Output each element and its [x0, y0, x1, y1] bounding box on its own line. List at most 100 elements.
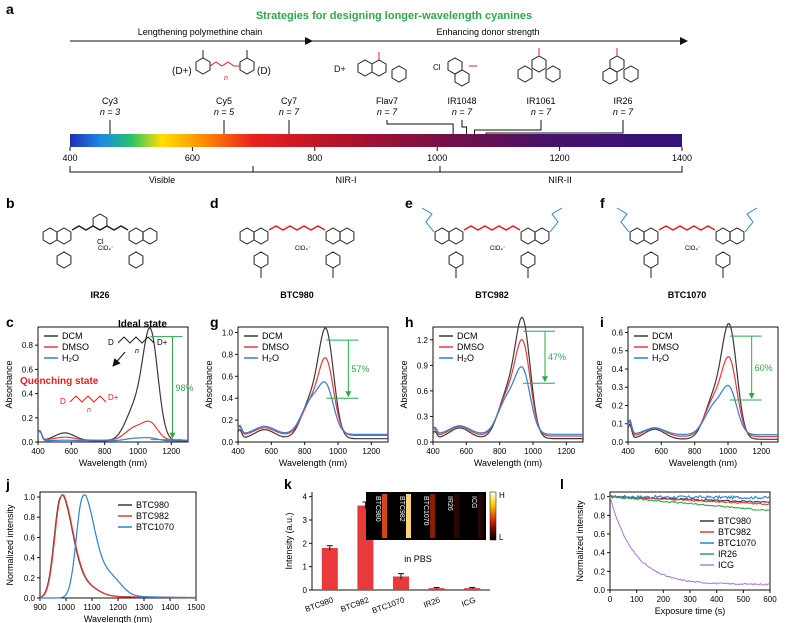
ring-left-b-btc982: [448, 227, 464, 245]
xtick-label-h-600: 600: [460, 447, 474, 456]
ytick-label-l-0-6: 0.6: [594, 530, 606, 539]
ytick-label-i-0-6: 0.6: [612, 328, 624, 337]
category-label-icg: ICG: [460, 595, 476, 608]
dye-name-cy7: Cy7: [281, 96, 297, 106]
series-c-dmso: [37, 420, 188, 441]
xtick-label-h-800: 800: [493, 447, 507, 456]
ytick-label-i-0-1: 0.1: [612, 420, 624, 429]
spectrum-tick-label-1200: 1200: [550, 153, 570, 163]
ring-left-a-btc980: [239, 227, 255, 245]
ring-right-a-btc980: [325, 227, 341, 245]
series-c-h2o: [37, 430, 188, 442]
xtick-label-l-0: 0: [608, 595, 613, 604]
ytick-label-g-0-4: 0.4: [222, 394, 234, 403]
ring-right-b-ir26: [142, 227, 158, 245]
ytick-label-h-0-0: 0.0: [417, 438, 429, 447]
panel-l-photostability-chart: 0.0 0.2 0.4 0.6 0.8 1.0 0 100 200 300 400 500 600 Exp…: [575, 491, 777, 616]
structure-name-btc982: BTC982: [475, 290, 509, 300]
ytick-label-c-0-8: 0.8: [22, 341, 34, 350]
ytick-label-l-0-4: 0.4: [594, 549, 606, 558]
ring-left-aryl-ir26: [56, 251, 72, 269]
ring-right-b-btc982: [534, 227, 550, 245]
ring-right-a-ir26: [128, 227, 144, 245]
ring-left-a-ir26: [42, 227, 58, 245]
series-g-dmso: [237, 357, 388, 436]
panel-letter-l: l: [560, 476, 564, 492]
panel-letter-b: b: [6, 195, 15, 211]
xtick-label-c-1000: 1000: [129, 447, 147, 456]
series-j-btc980: [39, 494, 196, 599]
xtick-label-c-1200: 1200: [162, 447, 180, 456]
ideal-state-chain: [117, 336, 155, 344]
legend-label-l-btc982: BTC982: [718, 527, 751, 537]
xtick-label-l-500: 500: [737, 595, 751, 604]
ring-left-aryl-btc980: [253, 251, 269, 269]
xtick-label-j-1400: 1400: [161, 603, 179, 612]
series-l-icg: [609, 496, 771, 586]
in-pbs-label: in PBS: [404, 554, 432, 564]
absorbance-panel-h: 0.0 0.3 0.6 0.9 1.2 400 600 800 1000 1200 Waveleng…: [399, 316, 584, 468]
quench-n-label: n: [87, 407, 91, 414]
spectrum-tick-label-800: 800: [307, 153, 322, 163]
dye-leader-ir1048: [461, 120, 468, 134]
structure-cl-ir26: Cl: [97, 239, 104, 246]
counterion-btc980: ClO₄⁻: [295, 246, 311, 252]
xtick-label-l-400: 400: [710, 595, 724, 604]
ytick-label-h-1-2: 1.2: [417, 336, 429, 345]
dye-n-ir1048: n = 7: [452, 107, 473, 117]
counterion-btc1070: ClO₄⁻: [685, 246, 701, 252]
ir26-structure: [602, 48, 639, 85]
ylabel-h: Absorbance: [399, 360, 409, 408]
strip-label-btc980: BTC980: [374, 496, 381, 522]
ytick-label-j-0-4: 0.4: [24, 554, 36, 563]
ytick-label-j-1-0: 1.0: [24, 493, 36, 502]
ring-left-aryl-btc1070: [643, 251, 659, 269]
legend-label-l-icg: ICG: [718, 560, 734, 570]
xtick-label-l-100: 100: [630, 595, 644, 604]
category-label-btc1070: BTC1070: [371, 595, 406, 615]
drop-label-h: 47%: [548, 352, 566, 362]
amino-right-btc1070: [744, 207, 758, 233]
series-j-btc1070: [40, 494, 196, 599]
xtick-label-g-600: 600: [265, 447, 279, 456]
counterion-ir26: ClO₄⁻: [98, 246, 114, 252]
plot-frame-h: [432, 326, 584, 443]
dye-leader-ir26: [485, 120, 624, 134]
legend-label-c-dmso: DMSO: [62, 342, 89, 352]
xtick-label-j-1100: 1100: [83, 603, 101, 612]
ylabel-j: Normalized intensity: [5, 504, 15, 586]
legend-label-g-h2o: H₂O: [262, 353, 279, 363]
xlabel-h: Wavelength (nm): [474, 458, 542, 468]
panel-letter-g: g: [210, 314, 219, 330]
donor-arrow-label: Enhancing donor strength: [436, 27, 539, 37]
series-g-h2o: [237, 381, 388, 435]
ytick-label-k-2: 2: [303, 539, 308, 548]
ring-right-aryl-ir26: [128, 251, 144, 269]
xtick-label-i-1200: 1200: [752, 447, 770, 456]
ring-right-aryl-btc980: [325, 251, 341, 269]
ytick-label-c-0-2: 0.2: [22, 414, 34, 423]
flav7-donor-label: D+: [334, 64, 346, 74]
category-label-btc982: BTC982: [339, 595, 370, 614]
polymethine-chain-btc980: [268, 225, 326, 231]
series-l-ir26: [609, 495, 771, 512]
spectrum-tick-label-400: 400: [62, 153, 77, 163]
bar-ir26: [428, 588, 445, 590]
bar-btc980: [321, 548, 338, 590]
series-j-btc982: [39, 494, 196, 599]
ir1048-cl-label: Cl: [433, 63, 441, 72]
dye-n-ir26: n = 7: [613, 107, 634, 117]
legend-label-l-btc1070: BTC1070: [718, 538, 756, 548]
xtick-label-g-800: 800: [298, 447, 312, 456]
ring-right-aryl-btc982: [520, 251, 536, 269]
panel-letter-i: i: [600, 314, 604, 330]
ytick-label-h-0-6: 0.6: [417, 387, 429, 396]
ytick-label-g-0-8: 0.8: [222, 350, 234, 359]
ring-right-aryl-btc1070: [715, 251, 731, 269]
ytick-label-k-3: 3: [303, 516, 308, 525]
ideal-d-label: D: [108, 338, 114, 347]
drop-label-c: 98%: [176, 383, 194, 393]
legend-label-i-dmso: DMSO: [652, 342, 679, 352]
